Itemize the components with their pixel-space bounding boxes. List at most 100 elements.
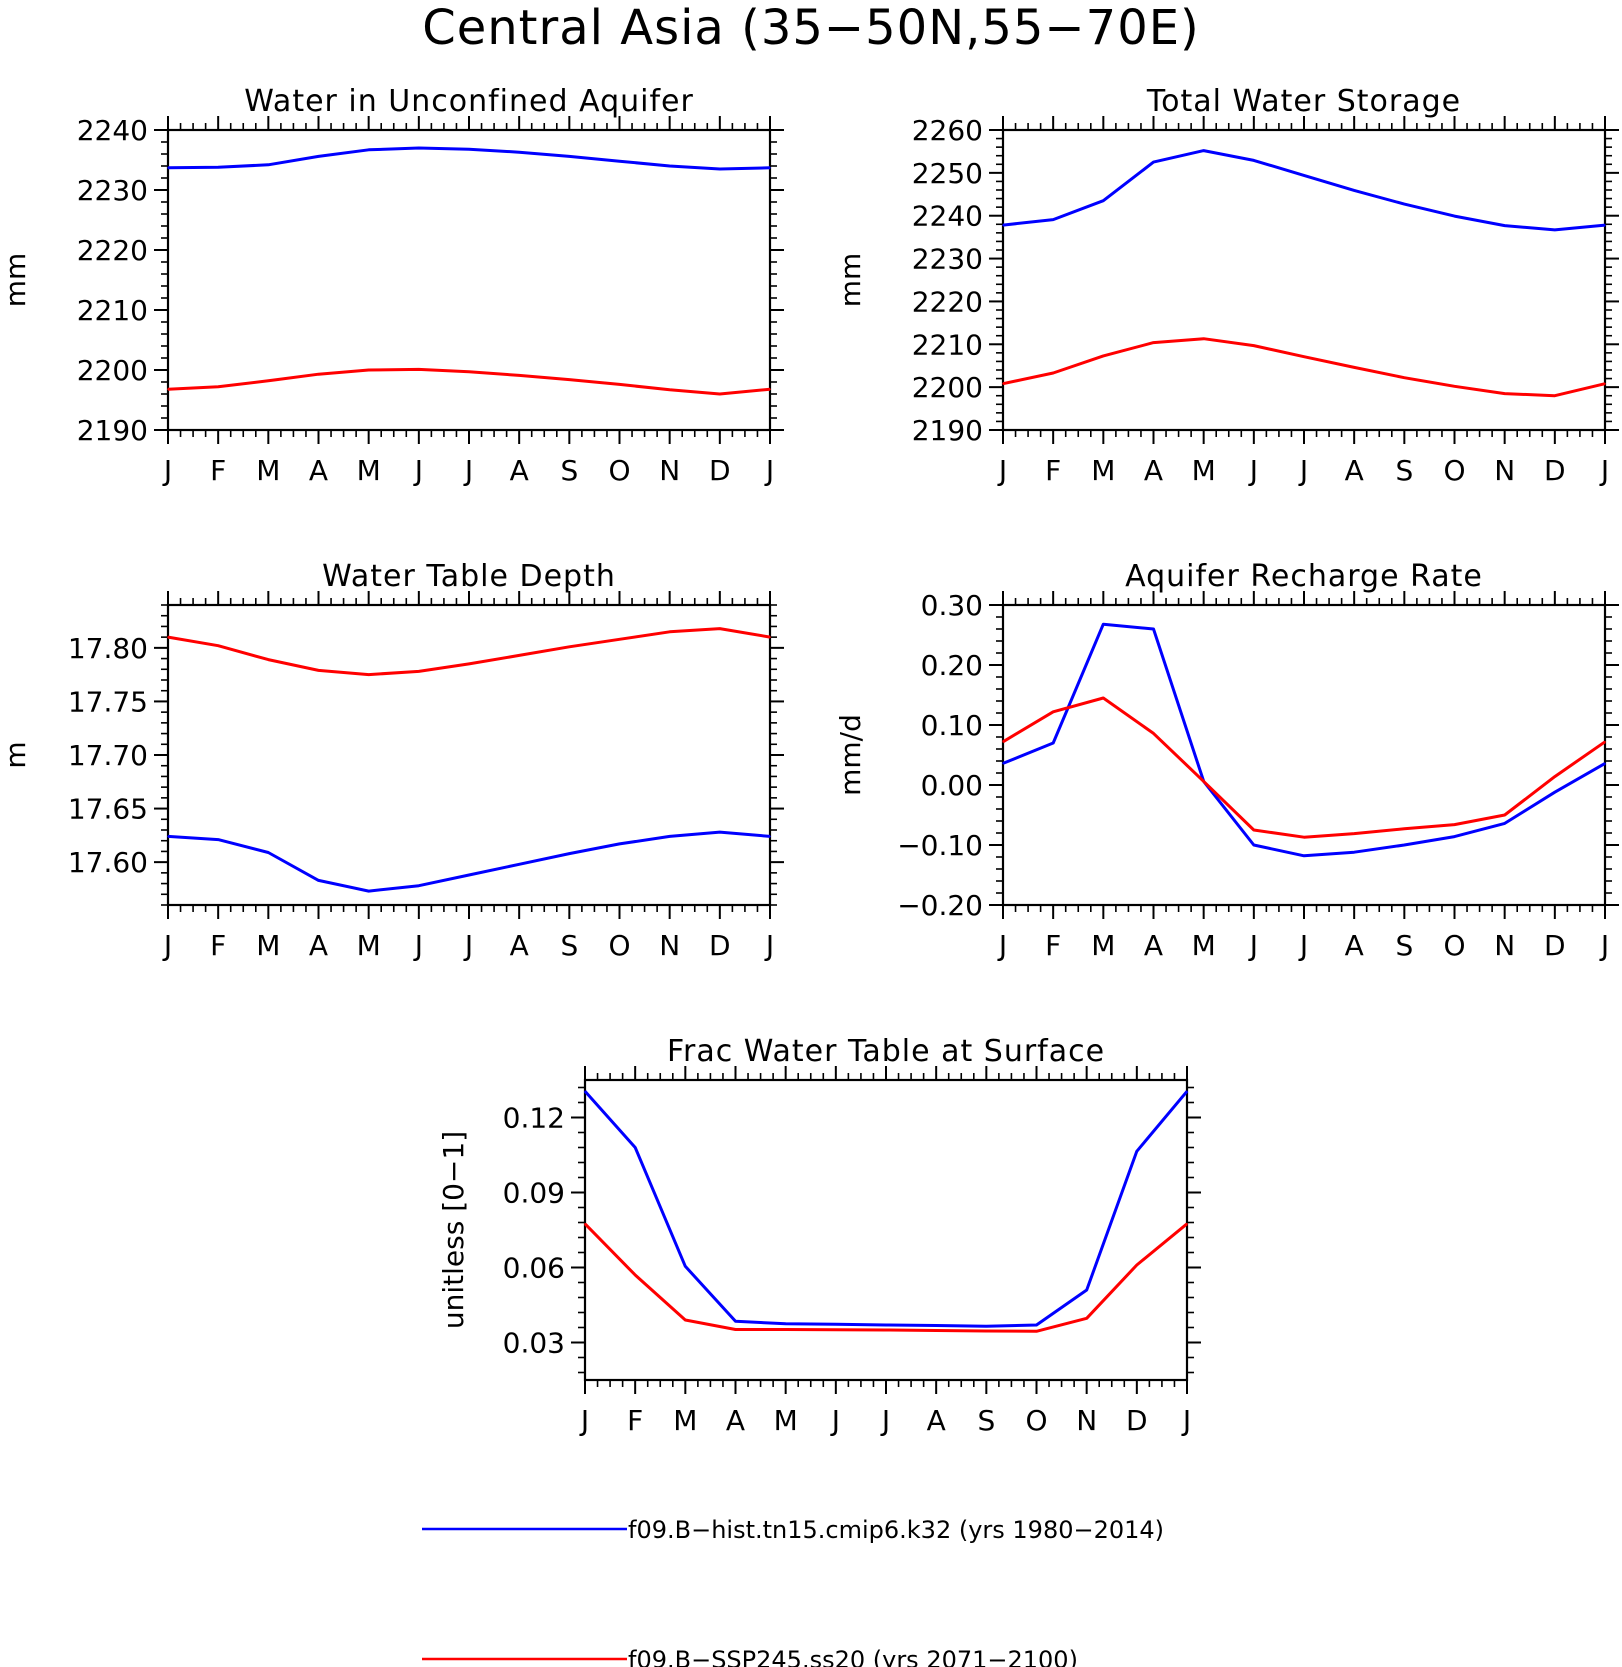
aquifer-recharge-rate-ytick-label: 0.10 xyxy=(921,709,983,742)
total-water-storage-series-hist-point xyxy=(1303,174,1305,177)
frac-water-table-at-surface-ytick-label: 0.06 xyxy=(503,1252,565,1285)
aquifer-recharge-rate-title: Aquifer Recharge Rate xyxy=(1125,559,1483,594)
aquifer-recharge-rate-series-future-point xyxy=(1554,775,1556,778)
aquifer-recharge-rate-series-hist-point xyxy=(1353,851,1355,853)
aquifer-recharge-rate-series-future-point xyxy=(1403,828,1406,830)
figure-title: Central Asia (35−50N,55−70E) xyxy=(422,0,1200,56)
frac-water-table-at-surface-series-hist-point xyxy=(584,1090,586,1093)
total-water-storage-ylabel: mm xyxy=(834,253,867,308)
total-water-storage-ytick-label: 2210 xyxy=(912,328,983,361)
water-in-unconfined-aquifer-ytick-label: 2230 xyxy=(77,174,148,207)
water-table-depth-series-future-point xyxy=(568,645,571,648)
water-table-depth-xtick-label: S xyxy=(560,929,578,962)
water-in-unconfined-aquifer-series-future-point xyxy=(618,383,621,386)
total-water-storage-series-hist-point xyxy=(1403,203,1406,205)
frac-water-table-at-surface-xtick-label: O xyxy=(1025,1404,1047,1437)
frac-water-table-at-surface-series-hist-point xyxy=(1186,1090,1188,1093)
water-table-depth-series-hist-point xyxy=(367,890,370,892)
water-in-unconfined-aquifer-xtick-label: N xyxy=(659,454,680,487)
water-table-depth-series-hist-point xyxy=(317,879,320,882)
water-table-depth-xtick-label: N xyxy=(659,929,680,962)
water-table-depth-series-hist-point xyxy=(618,843,621,845)
frac-water-table-at-surface-series-future-point xyxy=(1035,1330,1038,1333)
total-water-storage-xtick-label: A xyxy=(1144,454,1163,487)
frac-water-table-at-surface-series-future-point xyxy=(1186,1222,1188,1225)
aquifer-recharge-rate-xtick-label: A xyxy=(1144,929,1163,962)
frac-water-table-at-surface-series-hist-point xyxy=(1085,1289,1088,1291)
total-water-storage-xtick-label: M xyxy=(1192,454,1216,487)
aquifer-recharge-rate-ytick-label: 0.00 xyxy=(921,769,983,802)
frac-water-table-at-surface-series-future-point xyxy=(1136,1264,1138,1266)
frac-water-table-at-surface-ytick-label: 0.03 xyxy=(503,1327,565,1360)
water-table-depth-xtick-label: A xyxy=(309,929,328,962)
frac-water-table-at-surface-xtick-label: M xyxy=(774,1404,798,1437)
water-table-depth-series-future-point xyxy=(418,670,420,673)
water-in-unconfined-aquifer-xtick-label: J xyxy=(764,454,774,487)
aquifer-recharge-rate-series-hist-point xyxy=(1102,623,1105,625)
total-water-storage-series-future-point xyxy=(1253,344,1255,347)
water-table-depth-series-future-point xyxy=(468,663,470,665)
frac-water-table-at-surface-series-future-point xyxy=(584,1222,586,1225)
water-table-depth-series-hist-point xyxy=(418,884,420,887)
water-in-unconfined-aquifer-series-hist-point xyxy=(518,151,520,153)
water-table-depth-ytick-label: 17.80 xyxy=(68,632,148,665)
frac-water-table-at-surface-xtick-label: M xyxy=(673,1404,697,1437)
water-table-depth-series-hist-point xyxy=(568,852,571,855)
frac-water-table-at-surface-ytick-label: 0.12 xyxy=(503,1102,565,1135)
aquifer-recharge-rate-series-hist-point xyxy=(1554,791,1556,793)
total-water-storage-xtick-label: D xyxy=(1544,454,1566,487)
water-table-depth-xtick-label: J xyxy=(764,929,774,962)
frac-water-table-at-surface-series-hist-point xyxy=(1136,1150,1138,1153)
aquifer-recharge-rate-ylabel: mm/d xyxy=(834,714,867,796)
water-table-depth-series-future-point xyxy=(719,627,721,630)
aquifer-recharge-rate-series-hist-point xyxy=(1403,844,1406,846)
frac-water-table-at-surface-xtick-label: D xyxy=(1126,1404,1148,1437)
frac-water-table-at-surface-ylabel: unitless [0−1] xyxy=(437,1131,470,1329)
total-water-storage-series-hist-point xyxy=(1554,229,1556,231)
frac-water-table-at-surface-series-hist-point xyxy=(985,1325,988,1328)
water-table-depth-series-hist-line xyxy=(167,830,771,893)
aquifer-recharge-rate-series-future-point xyxy=(1303,836,1305,838)
water-table-depth-xtick-label: F xyxy=(210,929,226,962)
total-water-storage-series-hist-point xyxy=(1453,215,1456,217)
water-in-unconfined-aquifer-series-future-point xyxy=(167,388,169,391)
water-in-unconfined-aquifer-series-hist-point xyxy=(668,165,671,167)
total-water-storage-series-future-point xyxy=(1102,355,1105,357)
aquifer-recharge-rate-series-future-point xyxy=(1353,832,1355,835)
total-water-storage-series-hist-point xyxy=(1604,224,1606,226)
aquifer-recharge-rate-xtick-label: F xyxy=(1045,929,1061,962)
water-table-depth-ytick-label: 17.75 xyxy=(68,685,148,718)
total-water-storage-series-future-point xyxy=(1503,392,1506,395)
total-water-storage-series-hist-line xyxy=(1002,149,1606,232)
water-in-unconfined-aquifer-xtick-label: F xyxy=(210,454,226,487)
water-in-unconfined-aquifer-xtick-label: J xyxy=(463,454,473,487)
frac-water-table-at-surface-series-hist-point xyxy=(1035,1324,1038,1326)
water-table-depth-xtick-label: J xyxy=(162,929,172,962)
water-table-depth-xtick-label: J xyxy=(413,929,423,962)
total-water-storage-series-hist-point xyxy=(1202,149,1205,152)
water-table-depth-series-future-point xyxy=(769,636,771,638)
aquifer-recharge-rate-series-future-point xyxy=(1052,711,1054,713)
frac-water-table-at-surface-series-future-point xyxy=(684,1319,687,1321)
water-in-unconfined-aquifer-series-hist-point xyxy=(618,160,621,162)
water-table-depth-series-future-point xyxy=(217,644,219,647)
frac-water-table-at-surface-xtick-label: J xyxy=(830,1404,840,1437)
frac-water-table-at-surface-series-hist-point xyxy=(684,1265,687,1268)
water-table-depth-series-hist-point xyxy=(769,835,771,838)
frac-water-table-at-surface-frame xyxy=(583,1078,1189,1382)
water-in-unconfined-aquifer-series-future-line xyxy=(167,367,771,396)
frac-water-table-at-surface-xtick-label: N xyxy=(1076,1404,1097,1437)
water-table-depth-series-future-point xyxy=(518,654,520,657)
water-table-depth-title: Water Table Depth xyxy=(322,559,616,594)
water-in-unconfined-aquifer-ytick-label: 2220 xyxy=(77,234,148,267)
water-in-unconfined-aquifer-ylabel: mm xyxy=(0,253,32,308)
frac-water-table-at-surface-title: Frac Water Table at Surface xyxy=(667,1034,1105,1069)
water-in-unconfined-aquifer-xtick-label: A xyxy=(510,454,529,487)
frac-water-table-at-surface-series-future-point xyxy=(1085,1317,1088,1320)
frac-water-table-at-surface-xtick-label: A xyxy=(726,1404,745,1437)
total-water-storage-xtick-label: O xyxy=(1443,454,1465,487)
water-in-unconfined-aquifer-series-hist-point xyxy=(367,149,370,151)
aquifer-recharge-rate-xtick-label: M xyxy=(1192,929,1216,962)
